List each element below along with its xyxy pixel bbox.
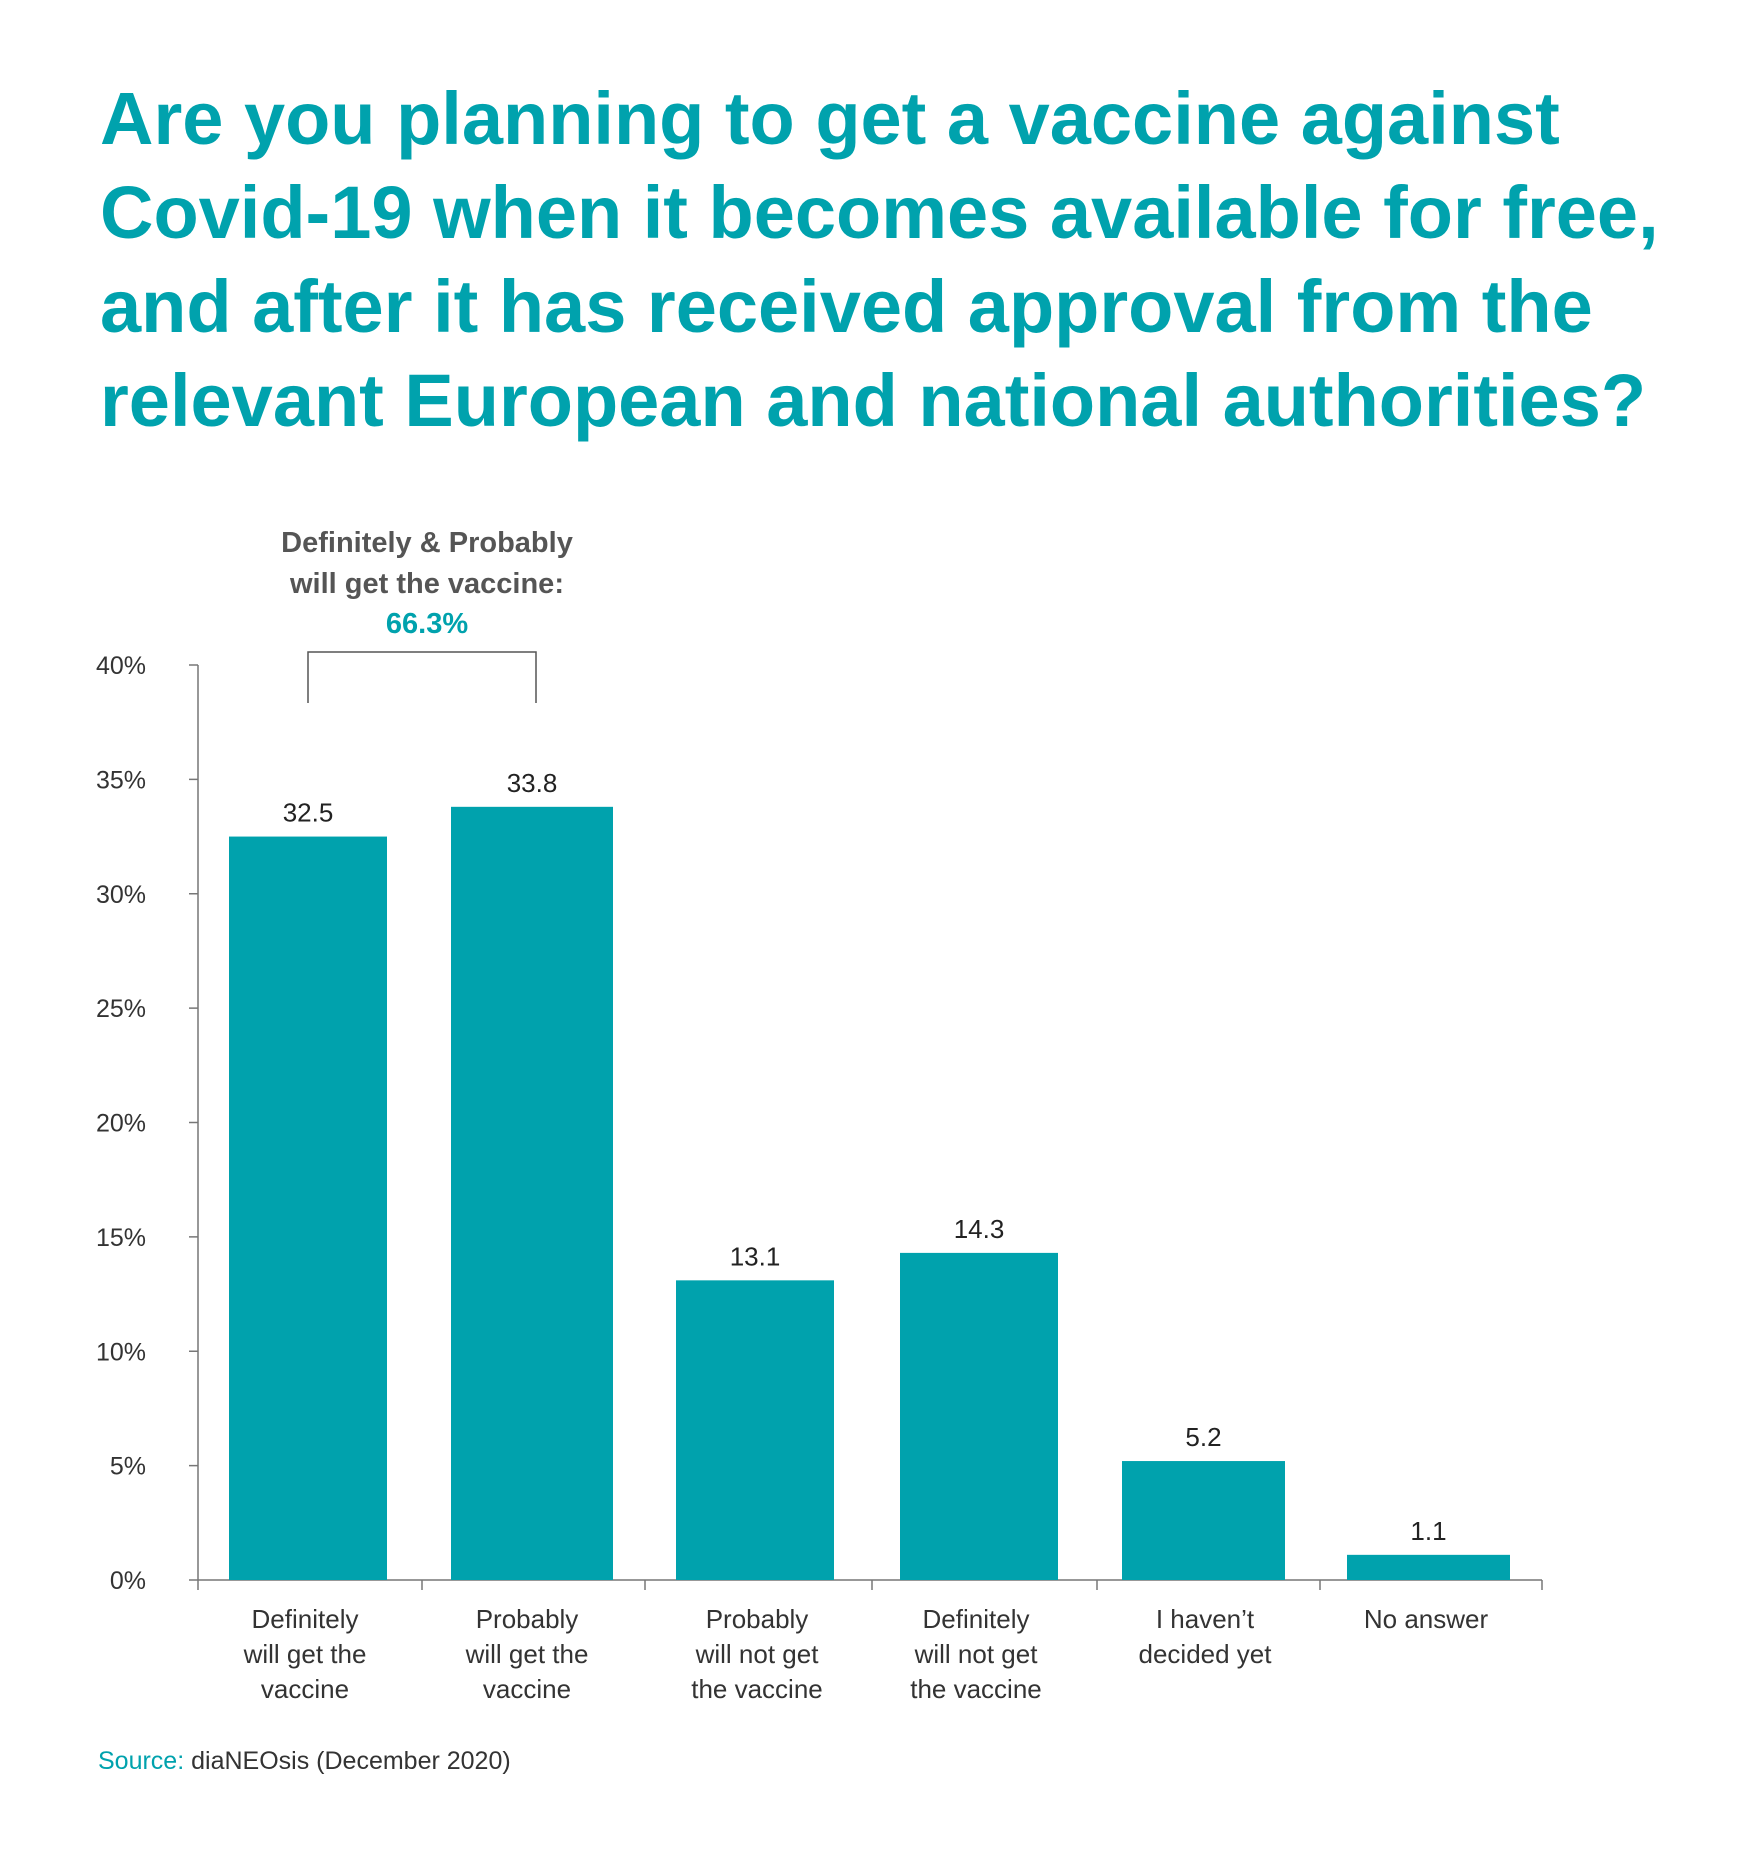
bar	[1347, 1554, 1510, 1580]
x-category-label: vaccine	[483, 1674, 571, 1704]
annotation: Definitely & Probably will get the vacci…	[281, 527, 573, 703]
bar	[1122, 1461, 1285, 1580]
annotation-line-2: will get the vaccine:	[289, 568, 564, 600]
annotation-value: 66.3%	[386, 608, 468, 640]
y-tick-label: 20%	[96, 1110, 146, 1138]
y-tick-label: 15%	[96, 1224, 146, 1252]
x-category-label: will not get	[695, 1639, 820, 1669]
x-category-label: will get the	[465, 1639, 589, 1669]
y-tick-label: 0%	[110, 1567, 146, 1595]
y-tick-label: 40%	[96, 652, 146, 680]
y-tick-label: 5%	[110, 1453, 146, 1481]
x-category-label: Definitely	[252, 1604, 359, 1634]
labels: 32.5 Definitely will get the vaccine 33.8 Pro…	[243, 768, 1489, 1704]
bar	[676, 1280, 834, 1580]
bar-value-label: 32.5	[283, 798, 334, 828]
bar-value-label: 5.2	[1185, 1422, 1221, 1452]
y-tick-label: 30%	[96, 881, 146, 909]
chart-title: Are you planning to get a vaccine agains…	[100, 77, 1659, 442]
annotation-bracket	[307, 651, 537, 703]
bar-value-label: 33.8	[507, 768, 558, 798]
x-category-label: will get the	[243, 1639, 367, 1669]
x-category-label: decided yet	[1139, 1639, 1273, 1669]
x-category-label: No answer	[1364, 1604, 1489, 1634]
x-category-label: Probably	[476, 1604, 579, 1634]
bar-value-label: 1.1	[1410, 1516, 1446, 1546]
y-tick-label: 25%	[96, 995, 146, 1023]
axes: 0% 5% 10% 15% 20% 25% 30% 35% 40%	[96, 652, 1543, 1595]
source-note: Source: diaNEOsis (December 2020)	[98, 1747, 511, 1776]
bars	[229, 806, 1510, 1580]
source-text: diaNEOsis (December 2020)	[184, 1747, 511, 1775]
bar	[229, 836, 387, 1580]
bar-value-label: 13.1	[730, 1241, 781, 1271]
x-category-label: the vaccine	[691, 1674, 823, 1704]
bar	[451, 806, 613, 1580]
source-label: Source:	[98, 1747, 185, 1775]
y-tick-label: 35%	[96, 766, 146, 794]
x-category-label: the vaccine	[910, 1674, 1042, 1704]
bar-value-label: 14.3	[954, 1214, 1005, 1244]
y-tick-label: 10%	[96, 1338, 146, 1366]
x-category-label: I haven’t	[1156, 1604, 1255, 1634]
x-category-label: Definitely	[923, 1604, 1030, 1634]
bar	[900, 1252, 1058, 1580]
annotation-line-1: Definitely & Probably	[281, 527, 573, 559]
x-category-label: will not get	[914, 1639, 1039, 1669]
x-category-label: Probably	[706, 1604, 809, 1634]
x-category-label: vaccine	[261, 1674, 349, 1704]
